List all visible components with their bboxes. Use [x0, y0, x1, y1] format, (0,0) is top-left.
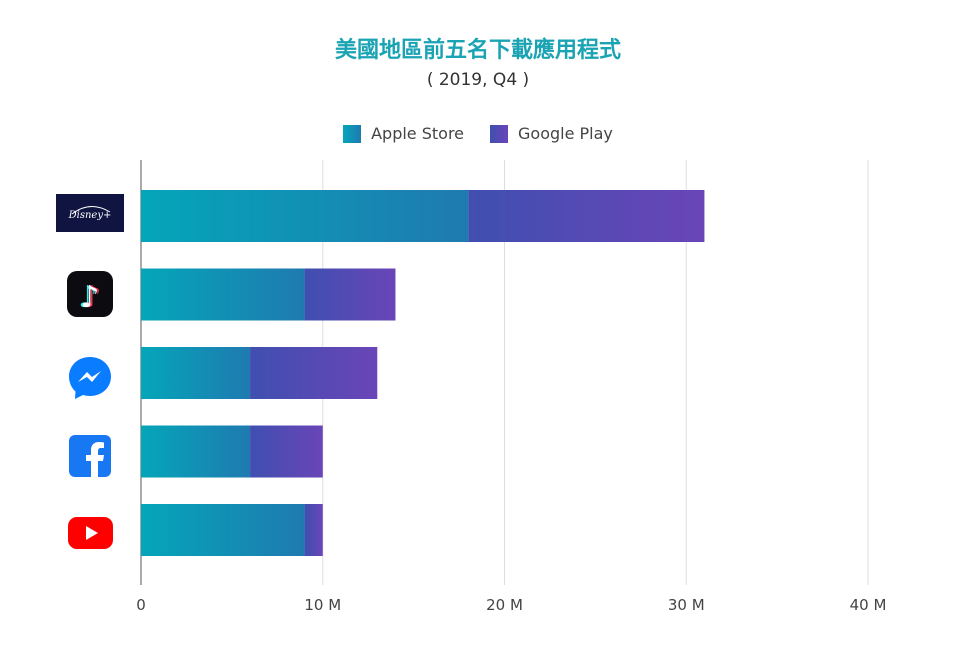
x-tick-label: 0: [136, 596, 146, 614]
svg-text:Disney+: Disney+: [68, 210, 112, 221]
x-tick-label: 40 M: [850, 596, 887, 614]
legend-item-apple-store[interactable]: Apple Store: [343, 124, 464, 143]
legend: Apple Store Google Play: [0, 124, 956, 143]
bar-apple-store-facebook[interactable]: [141, 425, 251, 478]
legend-swatch-apple-store: [343, 124, 362, 143]
legend-label-google-play: Google Play: [518, 124, 613, 143]
bar-google-play-youtube[interactable]: [304, 504, 323, 556]
bar-apple-store-messenger[interactable]: [141, 347, 251, 399]
x-tick-label: 20 M: [486, 596, 523, 614]
chart-title: 美國地區前五名下載應用程式: [334, 38, 621, 63]
bars: [141, 190, 705, 556]
messenger-icon: [69, 357, 111, 399]
legend-item-google-play[interactable]: Google Play: [490, 124, 613, 143]
bar-apple-store-youtube[interactable]: [141, 504, 305, 556]
svg-text:♪: ♪: [78, 280, 97, 315]
disney-plus-icon: Disney+: [56, 194, 124, 232]
tiktok-icon: ♪ ♪ ♪: [67, 271, 113, 317]
bar-apple-store-tiktok[interactable]: [141, 268, 305, 321]
svg-text:♪: ♪: [82, 280, 101, 315]
bar-google-play-disney-[interactable]: [468, 190, 705, 242]
facebook-icon: [69, 435, 111, 477]
x-axis: 0 10 M 20 M 30 M 40 M: [136, 596, 886, 614]
bar-apple-store-disney-[interactable]: [141, 190, 469, 242]
svg-text:♪: ♪: [80, 280, 99, 315]
legend-swatch-google-play: [490, 124, 509, 143]
youtube-icon: [68, 517, 113, 549]
chart-subtitle: ( 2019, Q4 ): [426, 70, 530, 90]
x-tick-label: 30 M: [668, 596, 705, 614]
bar-google-play-messenger[interactable]: [250, 347, 378, 399]
bar-google-play-facebook[interactable]: [250, 425, 323, 478]
x-tick-label: 10 M: [304, 596, 341, 614]
category-icons: Disney+ ♪ ♪ ♪: [56, 194, 124, 549]
legend-label-apple-store: Apple Store: [371, 124, 465, 143]
bar-google-play-tiktok[interactable]: [304, 268, 396, 321]
